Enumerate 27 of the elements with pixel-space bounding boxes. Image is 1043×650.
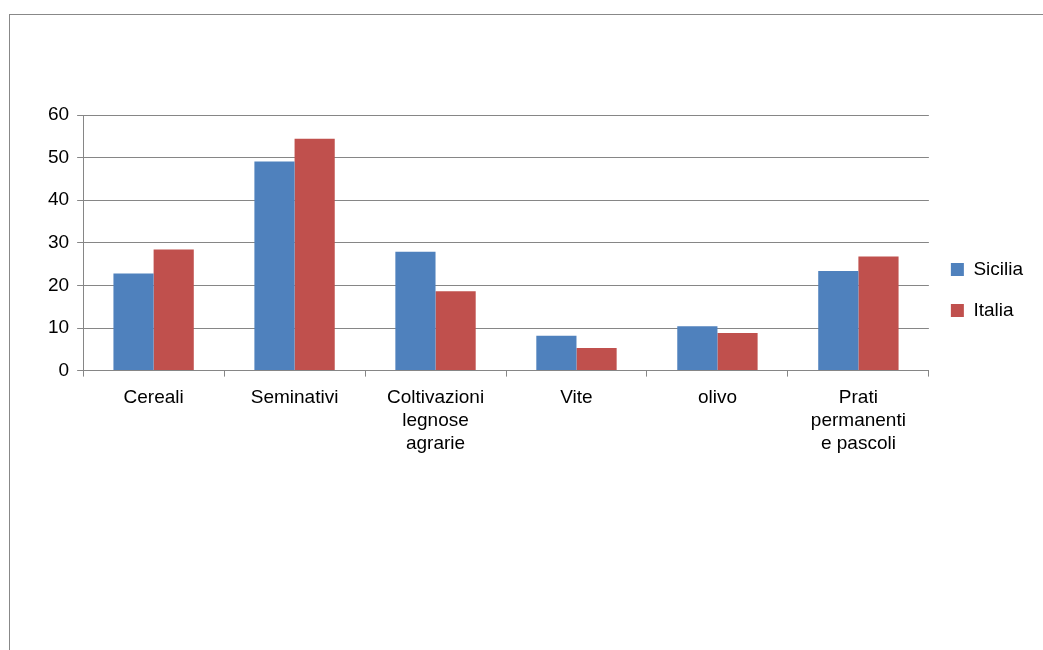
y-tick-label: 40 (47, 188, 70, 210)
y-tick-label: 20 (47, 273, 70, 295)
x-tick-label: Vite (560, 386, 593, 408)
y-tick-label: 50 (47, 145, 70, 167)
bar (536, 335, 577, 371)
x-tick-label: Prati permanenti e pascoli (810, 386, 906, 453)
bar (677, 326, 718, 371)
x-tick-label: Seminativi (250, 386, 339, 408)
y-tick-label: 10 (47, 316, 70, 338)
y-tick-label: 30 (47, 231, 70, 253)
legend-label: Italia (973, 298, 1014, 320)
bar (858, 256, 899, 371)
bar (717, 333, 758, 371)
x-tick-label: olivo (697, 386, 737, 408)
bar (294, 138, 335, 371)
x-tick-label: Coltivazioni legnose agrarie (386, 386, 485, 453)
bar (153, 249, 194, 371)
legend-label: Sicilia (973, 257, 1024, 279)
bar (818, 270, 859, 371)
x-tick-label: Cereali (123, 386, 184, 408)
bar (435, 291, 476, 371)
bar (113, 273, 154, 371)
bar (395, 251, 436, 371)
bar (576, 348, 617, 371)
y-tick-label: 0 (58, 358, 70, 380)
y-tick-label: 60 (47, 103, 70, 125)
bar (254, 161, 295, 371)
